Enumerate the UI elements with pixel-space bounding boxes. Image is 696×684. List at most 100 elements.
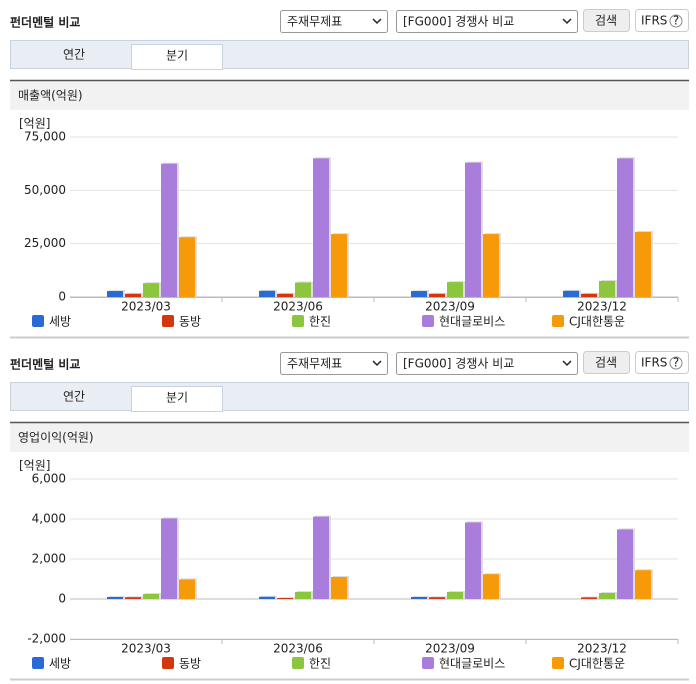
bar	[429, 293, 445, 297]
y-tick-label: 6,000	[32, 472, 66, 486]
search-text: 검색	[595, 356, 617, 370]
ifrs-text: IFRS	[641, 356, 667, 370]
legend-label: CJ대한통운	[569, 657, 625, 671]
unit-label: [억원]	[19, 459, 50, 473]
bar	[143, 594, 159, 599]
bar	[465, 162, 481, 297]
bar	[259, 290, 275, 297]
search-button[interactable]	[583, 9, 630, 32]
tab-bar	[10, 40, 689, 69]
legend-swatch	[422, 657, 434, 669]
legend-label: 세방	[49, 315, 71, 329]
select-arrow	[562, 360, 572, 367]
search-text: 검색	[595, 14, 617, 28]
select[interactable]	[280, 10, 388, 33]
help-icon	[669, 14, 683, 28]
select-text: [FG000] 경쟁사 비교	[403, 357, 514, 371]
panel-title: 펀더멘털 비교	[10, 357, 80, 372]
bar	[331, 234, 347, 297]
bar	[143, 283, 159, 297]
tab-selected[interactable]	[131, 44, 223, 70]
tab-bar	[10, 382, 689, 411]
tab[interactable]: 분기	[166, 49, 188, 63]
section-header	[10, 80, 689, 110]
bar	[179, 237, 195, 297]
bar	[259, 596, 275, 599]
select-arrow	[562, 18, 572, 25]
y-tick-label: -2,000	[27, 632, 66, 646]
tab[interactable]: 분기	[166, 391, 188, 405]
legend-label: CJ대한통운	[569, 315, 625, 329]
bar	[277, 598, 293, 599]
bar	[125, 293, 141, 297]
bar	[295, 592, 311, 599]
search-button[interactable]	[583, 351, 630, 374]
select-arrow	[372, 360, 382, 367]
bar	[447, 592, 463, 599]
y-tick-label: 50,000	[24, 183, 66, 197]
x-tick-label: 2023/09	[425, 642, 475, 656]
y-tick-label: 2,000	[32, 552, 66, 566]
legend-label: 세방	[49, 657, 71, 671]
bar	[107, 291, 123, 297]
x-tick-label: 2023/12	[577, 642, 627, 656]
select[interactable]	[280, 352, 388, 375]
bar	[599, 593, 615, 599]
ifrs-text: IFRS	[641, 14, 667, 28]
bar	[161, 518, 177, 599]
legend-swatch	[422, 315, 434, 327]
bar	[483, 574, 499, 599]
legend-swatch	[552, 657, 564, 669]
bar	[331, 577, 347, 599]
bar	[563, 290, 579, 297]
y-tick-label: 4,000	[32, 512, 66, 526]
bar	[599, 281, 615, 297]
bar	[411, 597, 427, 599]
help-icon	[669, 356, 683, 370]
legend-label: 한진	[309, 657, 331, 671]
bar	[313, 516, 329, 599]
unit-label: [억원]	[19, 117, 50, 131]
bar	[107, 597, 123, 599]
legend-label: 한진	[309, 315, 331, 329]
select-text: 주재무제표	[287, 15, 342, 29]
bar	[125, 597, 141, 599]
select-arrow	[372, 18, 382, 25]
legend-swatch	[32, 315, 44, 327]
legend-label: 현대글로비스	[439, 315, 505, 329]
bar	[447, 282, 463, 297]
bar	[581, 597, 597, 599]
section-title: 매출액(억원)	[18, 89, 83, 103]
bar	[313, 158, 329, 297]
section-title: 영업이익(억원)	[18, 431, 94, 445]
panel-title: 펀더멘털 비교	[10, 15, 80, 30]
bar	[277, 293, 293, 297]
legend-swatch	[292, 657, 304, 669]
select[interactable]	[396, 352, 578, 375]
select-text: [FG000] 경쟁사 비교	[403, 15, 514, 29]
legend-swatch	[32, 657, 44, 669]
bar	[635, 231, 651, 297]
tab-selected[interactable]	[131, 386, 223, 412]
bar	[161, 163, 177, 297]
legend-swatch	[162, 657, 174, 669]
legend-swatch	[162, 315, 174, 327]
x-tick-label: 2023/03	[121, 642, 171, 656]
y-tick-label: 75,000	[24, 130, 66, 144]
y-tick-label: 25,000	[24, 236, 66, 250]
legend-swatch	[292, 315, 304, 327]
x-tick-label: 2023/12	[577, 300, 627, 314]
select-text: 주재무제표	[287, 357, 342, 371]
tab[interactable]: 연간	[63, 48, 85, 62]
legend-label: 동방	[179, 657, 201, 671]
y-tick-label: 0	[58, 592, 66, 606]
legend-label: 현대글로비스	[439, 657, 505, 671]
select[interactable]	[396, 10, 578, 33]
tab[interactable]: 연간	[63, 390, 85, 404]
x-tick-label: 2023/06	[273, 642, 323, 656]
help-mark: ?	[673, 14, 679, 28]
section-header	[10, 422, 689, 452]
bar	[429, 597, 445, 599]
bar	[617, 529, 633, 599]
